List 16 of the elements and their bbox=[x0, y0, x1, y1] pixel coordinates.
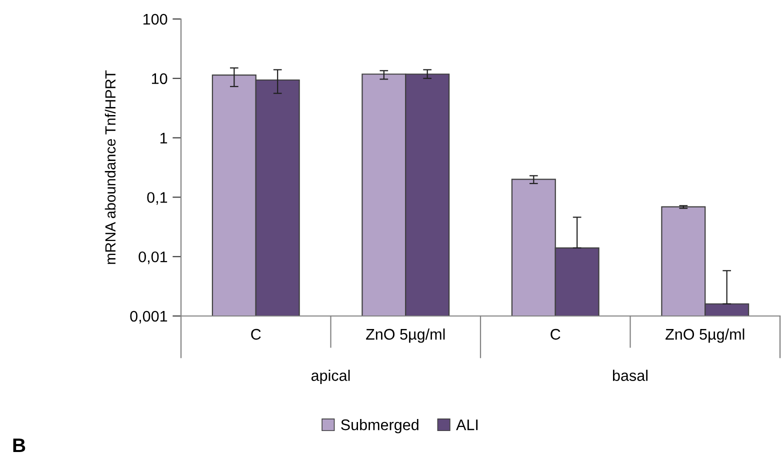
x-tick-label: C bbox=[550, 328, 560, 340]
text: B bbox=[13, 438, 26, 452]
y-tick-label: 0,001 bbox=[130, 310, 168, 324]
y-axis-title: mRNA aboundance Tnf/HPRT bbox=[104, 70, 116, 264]
y-tick-label: 1 bbox=[160, 132, 168, 144]
y-tick-label: 0,01 bbox=[138, 251, 168, 264]
text: apical bbox=[311, 370, 350, 384]
legend-label: Submerged bbox=[341, 419, 418, 434]
legend-label: ALI bbox=[456, 420, 478, 430]
text: basal bbox=[612, 370, 648, 381]
x-tick-label: ZnO 5µg/ml bbox=[366, 328, 445, 343]
x-tick-label: ZnO 5µg/ml bbox=[666, 328, 744, 343]
y-tick-label: 100 bbox=[143, 14, 168, 25]
y-tick-label: 0,1 bbox=[147, 192, 168, 205]
x-tick-label: C bbox=[251, 328, 261, 340]
y-tick-label: 10 bbox=[152, 73, 168, 84]
